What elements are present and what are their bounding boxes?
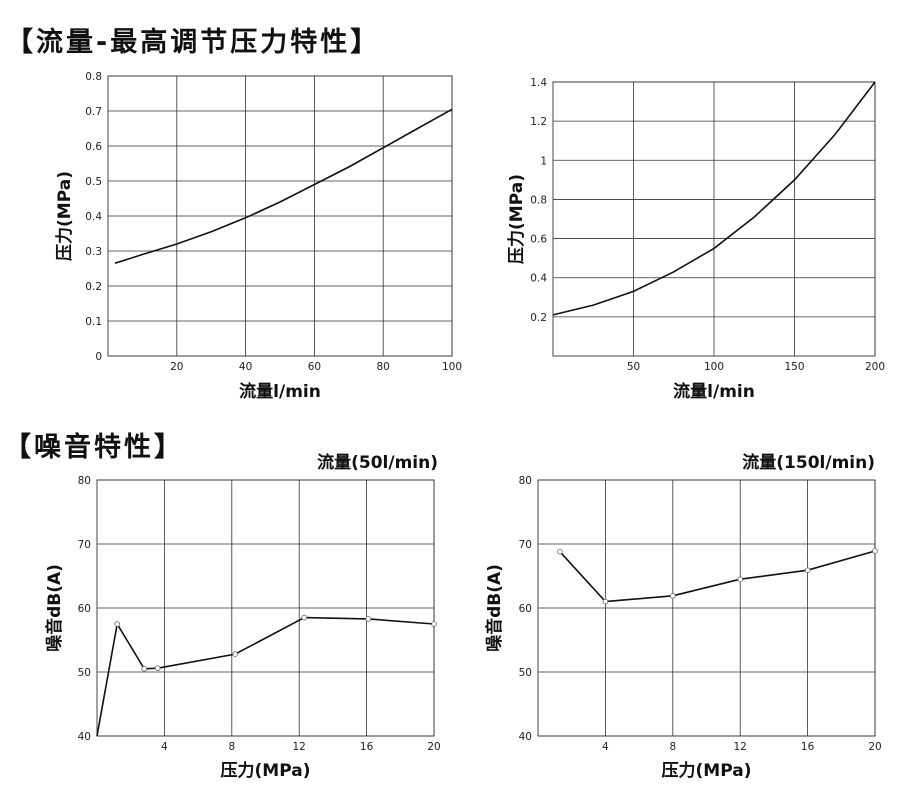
data-point — [114, 621, 121, 627]
x-tick-label: 60 — [308, 361, 321, 373]
y-tick-label: 0 — [95, 351, 102, 363]
x-tick-label: 16 — [801, 741, 815, 753]
y-tick-label: 40 — [78, 731, 91, 743]
y-tick-label: 0.6 — [530, 234, 547, 246]
x-tick-label: 80 — [377, 361, 390, 373]
plot-frame — [107, 75, 453, 357]
y-tick-label: 70 — [78, 539, 91, 551]
y-tick-label: 80 — [78, 475, 91, 487]
chart-title: 流量(50l/min) — [317, 452, 438, 473]
y-axis-label: 压力(MPa) — [506, 174, 527, 264]
x-axis-label: 压力(MPa) — [221, 760, 311, 781]
y-tick-label: 50 — [519, 667, 532, 679]
section-title-flow: 【流量-最高调节压力特性】 — [6, 27, 381, 58]
data-point — [804, 567, 811, 574]
y-axis-label: 压力(MPa) — [54, 171, 75, 261]
x-tick-label: 200 — [865, 361, 885, 373]
x-tick-label: 100 — [442, 361, 462, 373]
y-tick-label: 0.6 — [85, 141, 102, 153]
x-tick-label: 12 — [293, 741, 306, 753]
data-point — [431, 621, 437, 627]
y-tick-label: 60 — [519, 603, 532, 615]
y-tick-label: 0.8 — [85, 71, 102, 83]
data-point — [301, 614, 308, 621]
y-tick-label: 0.4 — [530, 273, 547, 285]
x-tick-label: 150 — [784, 361, 804, 373]
data-point — [141, 665, 147, 672]
x-tick-label: 50 — [627, 361, 640, 373]
x-axis-label: 流量l/min — [673, 381, 755, 402]
chart-c1: 0 0.1 0.2 0.3 0.4 0.5 0.6 0.7 0.8 20 40 60 80 100 流量l/… — [54, 71, 462, 402]
x-axis-label: 压力(MPa) — [662, 760, 752, 781]
y-tick-label: 1 — [540, 155, 547, 167]
y-tick-label: 0.4 — [85, 211, 102, 223]
x-tick-label: 4 — [161, 741, 168, 753]
y-tick-label: 0.2 — [85, 281, 102, 293]
x-tick-label: 16 — [360, 741, 374, 753]
series-line — [96, 616, 435, 737]
y-tick-label: 80 — [519, 475, 532, 487]
data-point — [365, 616, 372, 622]
y-tick-label: 40 — [519, 731, 532, 743]
x-axis-label: 流量l/min — [239, 381, 321, 402]
x-tick-label: 100 — [704, 361, 724, 373]
plot-frame — [552, 81, 876, 357]
plot-frame — [537, 479, 876, 737]
section-title-noise: 【噪音特性】 — [4, 432, 184, 463]
data-point — [669, 593, 676, 599]
chart-c4: 40 50 60 70 80 4 8 12 16 20 压力(MPa) 噪音dB(A) 流量(150l/… — [484, 452, 882, 781]
x-tick-label: 4 — [602, 741, 609, 753]
x-tick-label: 8 — [228, 741, 235, 753]
y-tick-label: 60 — [78, 603, 91, 615]
data-point — [737, 576, 743, 582]
x-tick-label: 20 — [170, 361, 183, 373]
chart-c2: 0.2 0.4 0.6 0.8 1 1.2 1.4 50 100 150 200 流量l/min 压力(… — [506, 77, 885, 402]
data-point — [232, 651, 238, 657]
y-tick-label: 0.1 — [85, 316, 102, 328]
y-tick-label: 0.3 — [85, 246, 102, 258]
y-tick-label: 1.2 — [530, 116, 547, 128]
y-tick-label: 1.4 — [530, 77, 547, 89]
y-tick-label: 50 — [78, 667, 91, 679]
y-axis-label: 噪音dB(A) — [484, 564, 505, 652]
data-point — [602, 598, 609, 605]
series-line — [114, 108, 453, 265]
x-tick-label: 12 — [734, 741, 747, 753]
y-tick-label: 70 — [519, 539, 532, 551]
y-axis-label: 噪音dB(A) — [44, 564, 65, 652]
data-point — [154, 665, 161, 671]
y-tick-label: 0.2 — [530, 312, 547, 324]
x-tick-label: 8 — [669, 741, 676, 753]
x-tick-label: 40 — [239, 361, 252, 373]
y-tick-label: 0.5 — [85, 176, 102, 188]
x-tick-label: 20 — [868, 741, 881, 753]
data-point — [872, 548, 878, 554]
y-tick-label: 0.8 — [530, 194, 547, 206]
y-tick-label: 0.7 — [85, 106, 102, 118]
x-tick-label: 20 — [427, 741, 440, 753]
plot-frame — [96, 479, 435, 737]
data-point — [557, 548, 563, 555]
chart-c3: 40 50 60 70 80 4 8 12 16 20 压力(MPa) 噪音dB(A) 流量(50l/m… — [44, 452, 441, 781]
chart-title: 流量(150l/min) — [742, 452, 875, 473]
series-line — [559, 550, 876, 603]
series-line — [552, 81, 876, 316]
